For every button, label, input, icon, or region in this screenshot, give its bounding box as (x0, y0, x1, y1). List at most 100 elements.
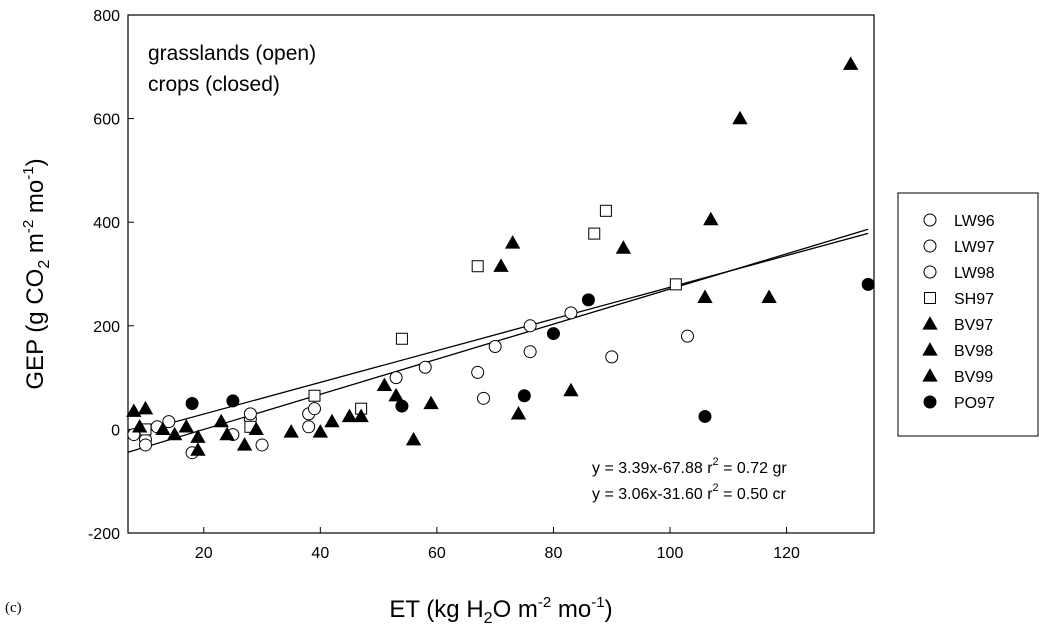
point-sh97 (395, 332, 408, 345)
point-lw97 (488, 340, 502, 354)
point-bv99 (703, 211, 719, 226)
point-po97 (226, 394, 240, 408)
legend-box (897, 192, 1039, 437)
point-po97 (698, 409, 712, 423)
y-tick-label: 200 (93, 319, 120, 336)
x-axis: 20 40 60 80 100 120 (195, 527, 800, 562)
x-tick-label: 80 (545, 545, 563, 562)
point-bv97 (213, 413, 229, 428)
point-lw98 (605, 350, 619, 364)
point-po97 (861, 277, 875, 291)
legend-marker-bv97 (922, 316, 938, 330)
point-bv97 (126, 403, 142, 417)
point-bv98 (504, 235, 521, 249)
point-po97 (581, 293, 595, 307)
point-bv98 (341, 408, 358, 423)
y-axis-title: GEP (g CO2 m-2 mo-1) (20, 158, 53, 389)
point-bv98 (493, 258, 509, 272)
point-po97 (395, 399, 409, 413)
point-lw97 (564, 306, 578, 320)
point-bv98 (563, 382, 579, 397)
point-lw97 (471, 365, 485, 379)
x-tick-label: 40 (311, 545, 329, 562)
point-bv98 (510, 406, 527, 420)
point-bv97 (166, 426, 183, 441)
x-tick-label: 20 (195, 545, 213, 562)
point-lw96 (308, 402, 321, 416)
point-bv97 (283, 424, 299, 438)
point-bv97 (155, 421, 171, 436)
point-lw96 (243, 407, 257, 421)
point-lw96 (255, 438, 269, 452)
point-lw96 (389, 371, 403, 385)
point-bv97 (248, 421, 264, 436)
legend-marker-bv99 (922, 368, 938, 382)
point-bv98 (353, 408, 369, 423)
regression-line (127, 232, 869, 436)
y-tick-label: 600 (93, 112, 120, 129)
x-tick-label: 60 (428, 545, 446, 562)
legend-label-sh97: SH97 (954, 291, 994, 308)
legend-label-bv99: BV99 (954, 369, 993, 386)
point-sh97 (669, 278, 682, 291)
point-lw96 (162, 415, 176, 429)
point-bv98 (423, 395, 439, 410)
legend-label-bv97: BV97 (954, 317, 993, 334)
annotation-crops: crops (closed) (148, 73, 280, 96)
y-tick-label: -200 (88, 526, 120, 543)
point-bv97 (312, 424, 329, 438)
point-lw97 (418, 360, 432, 374)
legend-marker-lw96 (923, 213, 937, 227)
x-axis-title: ET (kg H2O m-2 mo-1) (389, 594, 612, 627)
point-bv97 (236, 437, 253, 451)
legend-label-lw97: LW97 (954, 239, 995, 256)
legend-label-po97: PO97 (954, 395, 995, 412)
point-bv98 (388, 387, 404, 402)
point-po97 (546, 327, 560, 341)
point-lw97 (523, 319, 537, 333)
point-bv98 (615, 240, 632, 254)
legend-marker-lw98 (923, 265, 937, 279)
point-bv97 (324, 413, 340, 428)
y-axis: -200 0 200 400 600 800 (88, 8, 134, 543)
legend-marker-bv98 (922, 342, 938, 356)
y-tick-label: 0 (111, 422, 120, 439)
legend-marker-lw97 (923, 239, 937, 253)
point-sh97 (588, 227, 601, 240)
point-sh97 (599, 204, 612, 217)
legend-label-bv98: BV98 (954, 343, 993, 360)
panel-label: (c) (5, 600, 22, 616)
legend-marker-sh97 (924, 292, 936, 304)
point-bv97 (219, 426, 235, 441)
point-bv97 (178, 419, 194, 433)
annotation-grasslands: grasslands (open) (148, 42, 316, 65)
point-bv98 (376, 377, 393, 392)
point-bv99 (761, 289, 777, 303)
legend-label-lw96: LW96 (954, 213, 995, 230)
point-bv97 (137, 400, 154, 415)
legend-label-lw98: LW98 (954, 265, 995, 282)
point-sh97 (308, 389, 321, 402)
point-po97 (517, 389, 531, 403)
point-bv99 (697, 289, 713, 303)
point-lw97 (523, 345, 537, 359)
point-bv97 (190, 442, 206, 456)
point-po97 (185, 397, 199, 410)
equation-grasslands: y = 3.39x-67.88 r2 = 0.72 gr (592, 456, 787, 477)
point-bv97 (131, 419, 148, 433)
x-tick-label: 100 (657, 545, 684, 562)
y-tick-label: 800 (93, 8, 120, 25)
point-lw96 (138, 438, 152, 452)
legend-marker-po97 (923, 395, 937, 409)
point-lw96 (302, 420, 316, 434)
y-tick-label: 400 (93, 215, 120, 232)
data-points (126, 56, 875, 460)
point-bv99 (842, 56, 859, 70)
point-bv98 (405, 431, 422, 446)
equation-crops: y = 3.06x-31.60 r2 = 0.50 cr (592, 482, 786, 503)
point-lw98 (681, 329, 694, 343)
legend: LW96 LW97 LW98 SH97 BV97 BV98 BV99 PO97 (922, 213, 995, 412)
point-bv99 (732, 110, 748, 125)
x-tick-label: 120 (773, 545, 800, 562)
